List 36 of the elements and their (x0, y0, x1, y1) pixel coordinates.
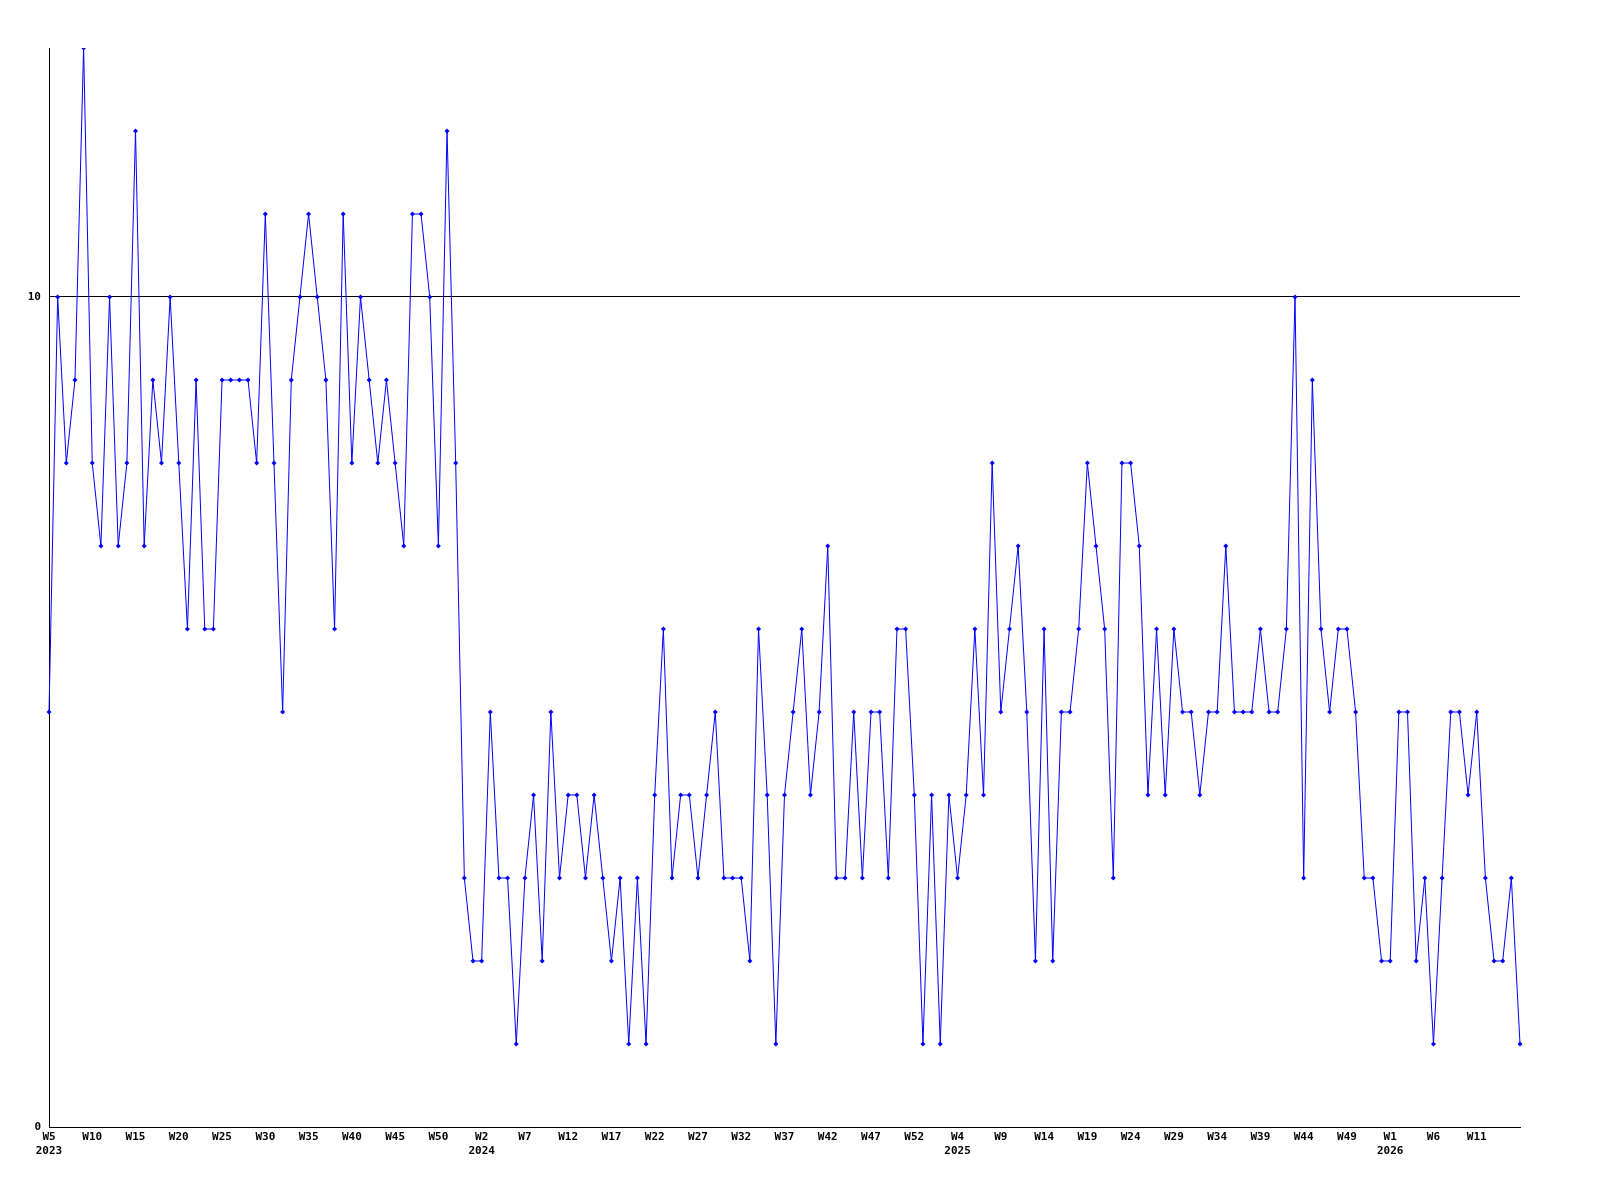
x-tick-label: W20 (168, 1130, 189, 1144)
x-tick-label: W37 (774, 1130, 795, 1144)
x-tick-label: W52 (904, 1130, 925, 1144)
x-tick-label: W5 2023 (35, 1130, 63, 1157)
x-tick-label: W30 (255, 1130, 276, 1144)
x-tick-label: W24 (1120, 1130, 1141, 1144)
x-tick-label: W22 (644, 1130, 665, 1144)
x-tick-label: W42 (817, 1130, 838, 1144)
x-tick-label: W10 (82, 1130, 103, 1144)
x-tick-label: W50 (428, 1130, 449, 1144)
x-tick-label: W35 (298, 1130, 319, 1144)
x-tick-label: W14 (1034, 1130, 1055, 1144)
x-tick-label: W12 (558, 1130, 579, 1144)
x-tick-label: W9 (994, 1130, 1008, 1144)
x-tick-label: W47 (861, 1130, 881, 1144)
x-tick-label: W25 (212, 1130, 232, 1144)
x-tick-label: W11 (1466, 1130, 1488, 1144)
y-tick-label: 10 (27, 289, 41, 303)
x-tick-label: W1 2026 (1376, 1130, 1404, 1157)
x-tick-label: W32 (731, 1130, 752, 1144)
x-tick-label: W17 (601, 1130, 622, 1144)
x-tick-label: W49 (1337, 1130, 1357, 1144)
x-tick-label: W15 (125, 1130, 146, 1144)
y-tick-label: 0 (34, 1119, 41, 1133)
x-tick-label: W40 (341, 1130, 362, 1144)
x-tick-label: W44 (1293, 1130, 1314, 1144)
x-tick-label: W4 2025 (944, 1130, 971, 1157)
x-tick-label: W7 (518, 1130, 532, 1144)
x-tick-label: W29 (1163, 1130, 1184, 1144)
x-tick-label: W34 (1207, 1130, 1228, 1144)
x-tick-label: W19 (1077, 1130, 1098, 1144)
x-tick-label: W2 2024 (468, 1130, 496, 1157)
x-tick-label: W39 (1250, 1130, 1271, 1144)
x-tick-label: W45 (385, 1130, 406, 1144)
x-tick-label: W27 (688, 1130, 708, 1144)
x-tick-label: W6 (1426, 1130, 1441, 1144)
